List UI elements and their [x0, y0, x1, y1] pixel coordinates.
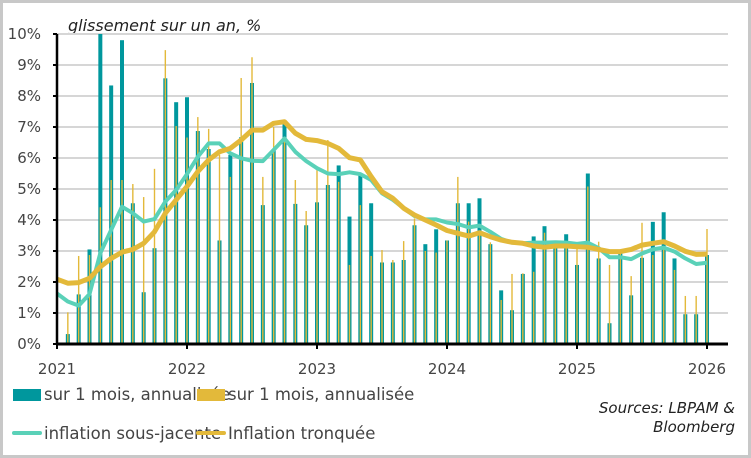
bar-monthly-gold [359, 205, 362, 344]
bar-monthly-gold [673, 269, 676, 344]
line-inflation-tronquee [56, 119, 708, 286]
bar-monthly-gold [370, 255, 372, 344]
bar-monthly-gold [619, 253, 622, 344]
bar-monthly-gold [543, 232, 546, 344]
bar-monthly-gold [67, 312, 69, 344]
bar-monthly-gold [695, 295, 697, 344]
y-tick-label: 4% [17, 211, 41, 229]
gridlines [57, 33, 728, 314]
y-axis-ticks: 0% 1% 2% 3% 4% 5% 6% 7% 8% 9% 10% [8, 25, 57, 353]
bar-monthly-gold [478, 233, 481, 344]
bar-monthly-gold [88, 255, 91, 344]
bar-monthly-gold [467, 221, 470, 344]
bar-monthly-gold [662, 247, 665, 344]
bar-monthly-gold [489, 242, 492, 344]
bar-monthly-gold [413, 218, 416, 344]
bar-monthly-gold [381, 250, 383, 344]
y-tick-label: 9% [17, 56, 41, 74]
bar-monthly-gold [207, 128, 210, 344]
bar-monthly-gold [132, 184, 134, 344]
source-line-2: Bloomberg [653, 418, 735, 436]
bar-monthly-gold [652, 255, 654, 344]
y-tick-label: 10% [8, 25, 41, 43]
bar-monthly-gold [500, 299, 502, 344]
source-line-1: Sources: LBPAM & [599, 399, 735, 417]
bar-monthly-gold [532, 271, 535, 344]
x-tick-label: 2022 [168, 360, 206, 378]
legend-swatch-teal-bar [13, 389, 41, 401]
bar-monthly-gold [240, 78, 242, 345]
y-tick-label: 5% [17, 180, 41, 198]
y-tick-label: 0% [17, 335, 41, 353]
bar-monthly-gold [348, 264, 351, 344]
x-tick-label: 2023 [298, 360, 336, 378]
y-tick-label: 1% [17, 304, 41, 322]
lines [55, 119, 708, 308]
bar-monthly-gold [305, 211, 307, 344]
bar-monthly-gold [327, 140, 329, 344]
bar-monthly-gold [142, 197, 145, 344]
bar-monthly-gold [175, 126, 177, 344]
legend-swatch-gold-bar [197, 389, 225, 401]
x-tick-label: 2021 [38, 360, 76, 378]
y-tick-label: 6% [17, 149, 41, 167]
bar-monthly-gold [99, 207, 102, 344]
bar-monthly-gold [457, 176, 459, 344]
chart-title: glissement sur un an, % [68, 16, 261, 35]
bar-monthly-gold [262, 176, 264, 344]
x-tick-label: 2024 [428, 360, 466, 378]
bar-monthly-gold [402, 241, 405, 344]
bar-monthly-gold [641, 222, 643, 344]
bar-monthly-gold [630, 276, 632, 344]
bar-monthly-gold [597, 241, 600, 344]
bars [65, 34, 709, 345]
bar-monthly-gold [587, 186, 589, 344]
legend-label-core-line: inflation sous-jacente [44, 424, 221, 443]
x-axis-ticks: 2021 2022 2023 2024 2025 2026 [38, 344, 726, 378]
bar-monthly-gold [283, 140, 286, 344]
bar-monthly-gold [229, 176, 232, 344]
bar-monthly-gold [272, 127, 275, 344]
bar-monthly-gold [424, 251, 427, 344]
bar-monthly-gold [684, 295, 687, 344]
y-tick-label: 8% [17, 87, 41, 105]
bar-monthly-gold [565, 247, 567, 344]
legend-label-teal-bar: sur 1 mois, annualisée [44, 385, 230, 404]
bar-monthly-gold [294, 180, 297, 344]
bar-monthly-gold [446, 240, 448, 344]
bar-monthly-gold [435, 252, 437, 344]
bar-monthly-gold [511, 273, 513, 344]
bar-monthly-gold [186, 137, 188, 344]
bar-monthly-gold [316, 170, 318, 344]
legend-label-gold-bar: sur 1 mois, annualisée [228, 385, 414, 404]
bar-monthly-gold [121, 180, 123, 344]
y-tick-label: 3% [17, 242, 41, 260]
bar-monthly-gold [251, 57, 253, 344]
legend: sur 1 mois, annualisée sur 1 mois, annua… [12, 385, 414, 443]
bar-monthly-gold [77, 255, 80, 344]
bar-monthly-gold [706, 228, 708, 344]
y-tick-label: 7% [17, 118, 41, 136]
bar-monthly-gold [197, 117, 199, 344]
bar-monthly-gold [576, 248, 578, 344]
bar-monthly-gold [392, 259, 394, 344]
bar-monthly-teal [98, 34, 103, 344]
axes [55, 34, 728, 346]
bar-monthly-gold [337, 181, 340, 344]
bar-monthly-gold [608, 264, 611, 344]
bar-monthly-gold [153, 168, 156, 344]
bar-monthly-gold [110, 180, 112, 344]
bar-monthly-gold [218, 154, 221, 344]
x-tick-label: 2026 [688, 360, 726, 378]
legend-label-trimmed-line: Inflation tronquée [228, 424, 375, 443]
y-tick-label: 2% [17, 273, 41, 291]
bar-monthly-gold [522, 273, 524, 344]
x-tick-label: 2025 [558, 360, 596, 378]
bar-monthly-gold [554, 247, 557, 344]
bar-monthly-gold [164, 50, 167, 345]
